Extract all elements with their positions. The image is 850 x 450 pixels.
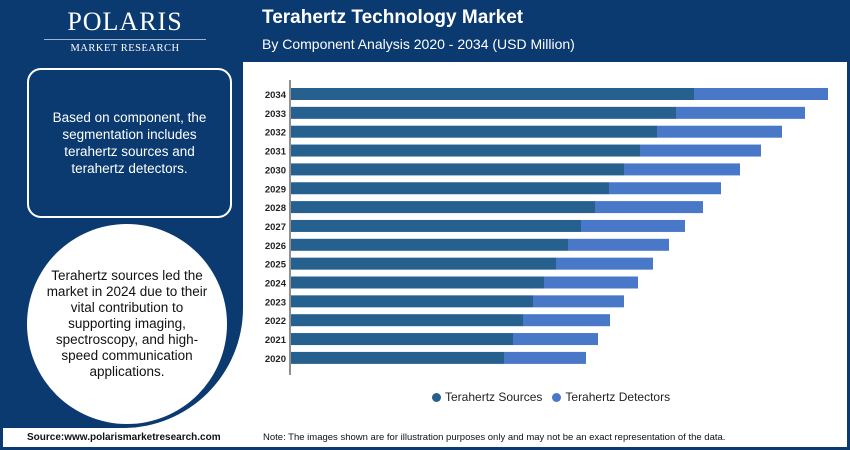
y-tick-label: 2028: [265, 203, 286, 214]
bar-sources-2025: [291, 257, 556, 270]
bar-sources-2031: [291, 144, 640, 157]
highlight-text: Terahertz sources led the market in 2024…: [46, 268, 208, 379]
bar-sources-2021: [291, 333, 513, 346]
bar-detectors-2026: [568, 238, 669, 251]
legend-label-sources: Terahertz Sources: [445, 390, 543, 404]
bar-detectors-2029: [609, 182, 721, 195]
bar-detectors-2033: [676, 106, 805, 119]
bar-detectors-2022: [523, 314, 610, 327]
y-tick-label: 2031: [265, 147, 287, 158]
y-tick-label: 2033: [265, 109, 286, 120]
logo-name: POLARIS: [67, 7, 183, 36]
bar-sources-2028: [291, 201, 595, 214]
bar-detectors-2027: [581, 219, 685, 232]
y-tick-label: 2027: [265, 222, 286, 233]
y-tick-label: 2020: [265, 354, 286, 365]
bar-detectors-2024: [544, 276, 638, 289]
bar-sources-2020: [291, 351, 504, 364]
bar-detectors-2032: [657, 125, 782, 138]
bar-detectors-2028: [595, 201, 703, 214]
disclaimer-note: Note: The images shown are for illustrat…: [263, 432, 726, 443]
bar-sources-2034: [291, 88, 694, 100]
bar-chart: 2034 2033 2032 2031 2030 2029 2028 2027 2026 2025…: [265, 80, 828, 375]
bar-sources-2022: [291, 314, 523, 327]
bar-sources-2030: [291, 163, 624, 176]
legend-item-detectors: Terahertz Detectors: [552, 390, 670, 404]
bar-detectors-2021: [513, 333, 598, 346]
segmentation-info-box: Based on component, the segmentation inc…: [27, 68, 232, 218]
polaris-logo: POLARIS MARKET RESEARCH: [40, 8, 210, 54]
bar-sources-2032: [291, 125, 657, 138]
bar-sources-2027: [291, 219, 581, 232]
y-tick-label: 2026: [265, 241, 286, 252]
bar-sources-2033: [291, 106, 676, 119]
source-text: Source:www.polarismarketresearch.com: [27, 432, 221, 443]
y-tick-label: 2022: [265, 316, 286, 327]
legend: Terahertz Sources Terahertz Detectors: [432, 390, 670, 404]
bar-detectors-2020: [504, 351, 586, 364]
y-tick-label: 2034: [265, 90, 287, 101]
y-tick-label: 2029: [265, 184, 286, 195]
y-tick-label: 2024: [265, 279, 287, 290]
logo-divider: [44, 39, 206, 40]
y-tick-label: 2030: [265, 165, 286, 176]
bar-sources-2029: [291, 182, 609, 195]
bar-detectors-2030: [624, 163, 740, 176]
bar-sources-2026: [291, 238, 568, 251]
legend-item-sources: Terahertz Sources: [432, 390, 542, 404]
logo-tagline: MARKET RESEARCH: [70, 43, 180, 54]
legend-swatch-sources: [432, 393, 441, 402]
legend-label-detectors: Terahertz Detectors: [565, 390, 671, 404]
segmentation-text: Based on component, the segmentation inc…: [52, 110, 207, 176]
highlight-circle: Terahertz sources led the market in 2024…: [27, 224, 227, 424]
y-tick-label: 2032: [265, 128, 286, 139]
chart-title: Terahertz Technology Market: [262, 7, 524, 28]
bar-sources-2023: [291, 295, 533, 308]
legend-swatch-detectors: [552, 393, 562, 402]
y-tick-label: 2021: [265, 335, 287, 346]
y-tick-label: 2025: [265, 260, 287, 271]
bar-detectors-2023: [533, 295, 624, 308]
chart-subtitle: By Component Analysis 2020 - 2034 (USD M…: [262, 36, 575, 52]
y-tick-label: 2023: [265, 297, 286, 308]
bar-detectors-2031: [640, 144, 761, 157]
bar-sources-2024: [291, 276, 544, 289]
bar-detectors-2034: [694, 88, 828, 100]
bar-detectors-2025: [556, 257, 653, 270]
